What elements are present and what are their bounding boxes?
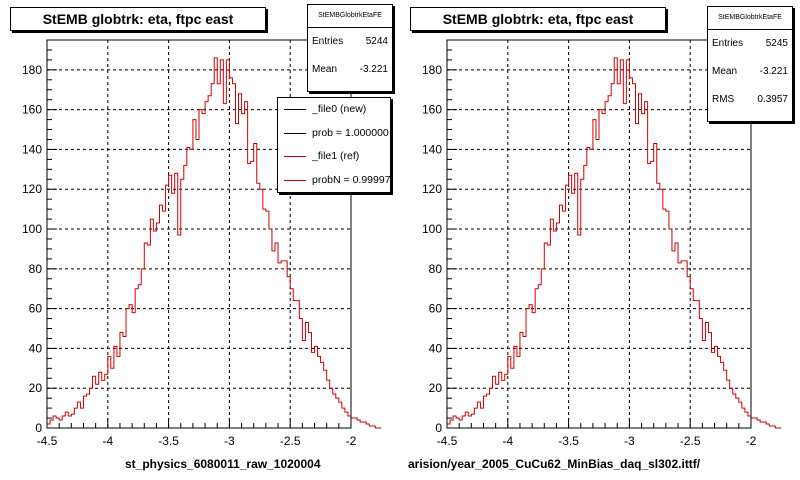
legend-entry: _file0 (new) [278, 98, 390, 122]
y-tick-label: 120 [22, 182, 42, 196]
legend-label: _file0 (new) [312, 103, 367, 115]
stats-value: 0.3957 [757, 94, 788, 105]
stats-key: Mean [312, 64, 338, 75]
stats-row-mean-right: Mean -3.221 [708, 58, 792, 86]
stats-name-left: StEMBGlobtrkEtaFE [308, 5, 392, 28]
x-tick-label: -2.5 [680, 434, 701, 448]
stats-row-mean-left: Mean -3.221 [308, 56, 392, 84]
histogram-series [46, 57, 382, 429]
y-tick-label: 40 [29, 341, 43, 355]
histogram-panel-right: -4.5 -4 -3.5 -3 -2.5 -2 0 20 40 60 80 100 120 140 160 1… [400, 0, 800, 480]
legend-label: prob = 1.000000 [312, 126, 389, 139]
y-tick-label: 180 [22, 63, 42, 77]
y-tick-label: 160 [22, 103, 42, 117]
stats-key: RMS [712, 94, 735, 105]
legend-swatch [284, 109, 306, 110]
y-tick-label: 160 [422, 103, 442, 117]
histogram-panel-left: -4.5 -4 -3.5 -3 -2.5 -2 0 20 40 60 80 100 120 140 160 1… [10, 4, 393, 471]
stats-key: Entries [712, 38, 744, 49]
legend-box-left: _file0 (new) prob = 1.000000 _file1 (ref… [277, 97, 391, 193]
stats-value: 5244 [365, 36, 388, 47]
chart-title-left: StEMB globtrk: eta, ftpc east [10, 7, 266, 31]
stats-row-entries-right: Entries 5245 [708, 30, 792, 58]
stats-value: -3.221 [759, 66, 788, 77]
y-tick-label: 0 [35, 421, 42, 435]
x-tick-label: -2.5 [280, 434, 301, 448]
y-tick-label: 100 [22, 222, 42, 236]
plot-frame [446, 39, 752, 429]
histogram-series [446, 57, 782, 429]
y-tick-label: 80 [29, 262, 43, 276]
x-axis-label-left: st_physics_6080011_raw_1020004 [125, 457, 321, 471]
x-tick-label: -3 [224, 434, 235, 448]
x-axis-label-right: arision/year_2005_CuCu62_MinBias_daq_sl3… [408, 457, 701, 471]
legend-swatch [284, 179, 306, 181]
x-tick-label: -3.5 [558, 434, 579, 448]
x-tick-label: -2 [746, 434, 757, 448]
x-tick-label: -3 [624, 434, 635, 448]
stats-row-entries-left: Entries 5244 [308, 28, 392, 56]
legend-swatch [284, 156, 306, 157]
legend-label: _file1 (ref) [312, 150, 360, 162]
y-tick-label: 140 [422, 142, 442, 156]
stats-box-left: StEMBGlobtrkEtaFE Entries 5244 Mean -3.2… [307, 4, 393, 92]
stats-value: 5245 [765, 38, 788, 49]
plot-frame [46, 39, 352, 429]
y-tick-label: 60 [429, 302, 443, 316]
y-tick-label: 80 [429, 262, 443, 276]
legend-entry: probN = 0.999970 [278, 169, 390, 193]
x-tick-label: -4 [502, 434, 513, 448]
legend-swatch [284, 132, 306, 134]
legend-label: probN = 0.999970 [312, 173, 391, 186]
x-tick-label: -4 [102, 434, 113, 448]
y-tick-label: 60 [29, 302, 43, 316]
y-tick-label: 20 [29, 381, 43, 395]
y-tick-label: 120 [422, 182, 442, 196]
stats-key: Mean [712, 66, 738, 77]
y-tick-label: 20 [429, 381, 443, 395]
x-tick-label: -4.5 [437, 434, 458, 448]
x-tick-label: -4.5 [37, 434, 58, 448]
legend-entry: _file1 (ref) [278, 145, 390, 169]
y-tick-label: 140 [22, 142, 42, 156]
stats-box-right: StEMBGlobtrkEtaFE Entries 5245 Mean -3.2… [707, 6, 793, 122]
x-tick-label: -2 [346, 434, 357, 448]
y-tick-label: 180 [422, 63, 442, 77]
stats-name-right: StEMBGlobtrkEtaFE [708, 7, 792, 30]
y-tick-label: 0 [435, 421, 442, 435]
plot-area [447, 40, 751, 428]
x-tick-label: -3.5 [158, 434, 179, 448]
stats-row-rms-right: RMS 0.3957 [708, 86, 792, 114]
legend-entry: prob = 1.000000 [278, 122, 390, 146]
y-tick-label: 40 [429, 341, 443, 355]
y-tick-label: 100 [422, 222, 442, 236]
histogram-plot-right: -4.5 -4 -3.5 -3 -2.5 -2 0 20 40 60 80 100 120 140 160 1… [422, 39, 782, 448]
chart-title-right: StEMB globtrk: eta, ftpc east [410, 7, 666, 31]
stats-value: -3.221 [359, 64, 388, 75]
stats-key: Entries [312, 36, 344, 47]
